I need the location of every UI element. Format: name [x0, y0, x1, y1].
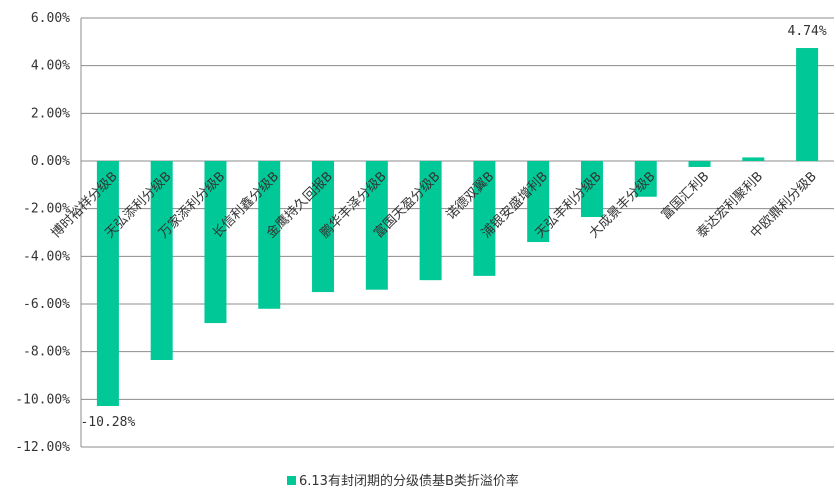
y-tick-label: 6.00% — [31, 11, 70, 26]
y-tick-label: -10.00% — [15, 392, 70, 407]
legend-label: 6.13有封闭期的分级债基B类折溢价率 — [299, 473, 519, 488]
data-label: -10.28% — [80, 415, 135, 430]
legend: 6.13有封闭期的分级债基B类折溢价率 — [287, 473, 519, 488]
y-tick-label: 4.00% — [31, 59, 70, 74]
y-tick-label: -12.00% — [15, 440, 70, 455]
bar — [796, 48, 818, 161]
y-tick-label: 2.00% — [31, 106, 70, 121]
data-label: 4.74% — [788, 24, 827, 39]
category-label: 富国汇利B — [658, 169, 712, 223]
y-tick-label: -2.00% — [23, 202, 70, 217]
y-tick-label: -6.00% — [23, 297, 70, 312]
legend-swatch — [287, 476, 296, 485]
y-tick-label: -4.00% — [23, 249, 70, 264]
y-tick-label: -8.00% — [23, 345, 70, 360]
bar — [742, 157, 764, 161]
bar — [689, 161, 711, 167]
y-tick-label: 0.00% — [31, 154, 70, 169]
gridlines — [81, 18, 834, 447]
